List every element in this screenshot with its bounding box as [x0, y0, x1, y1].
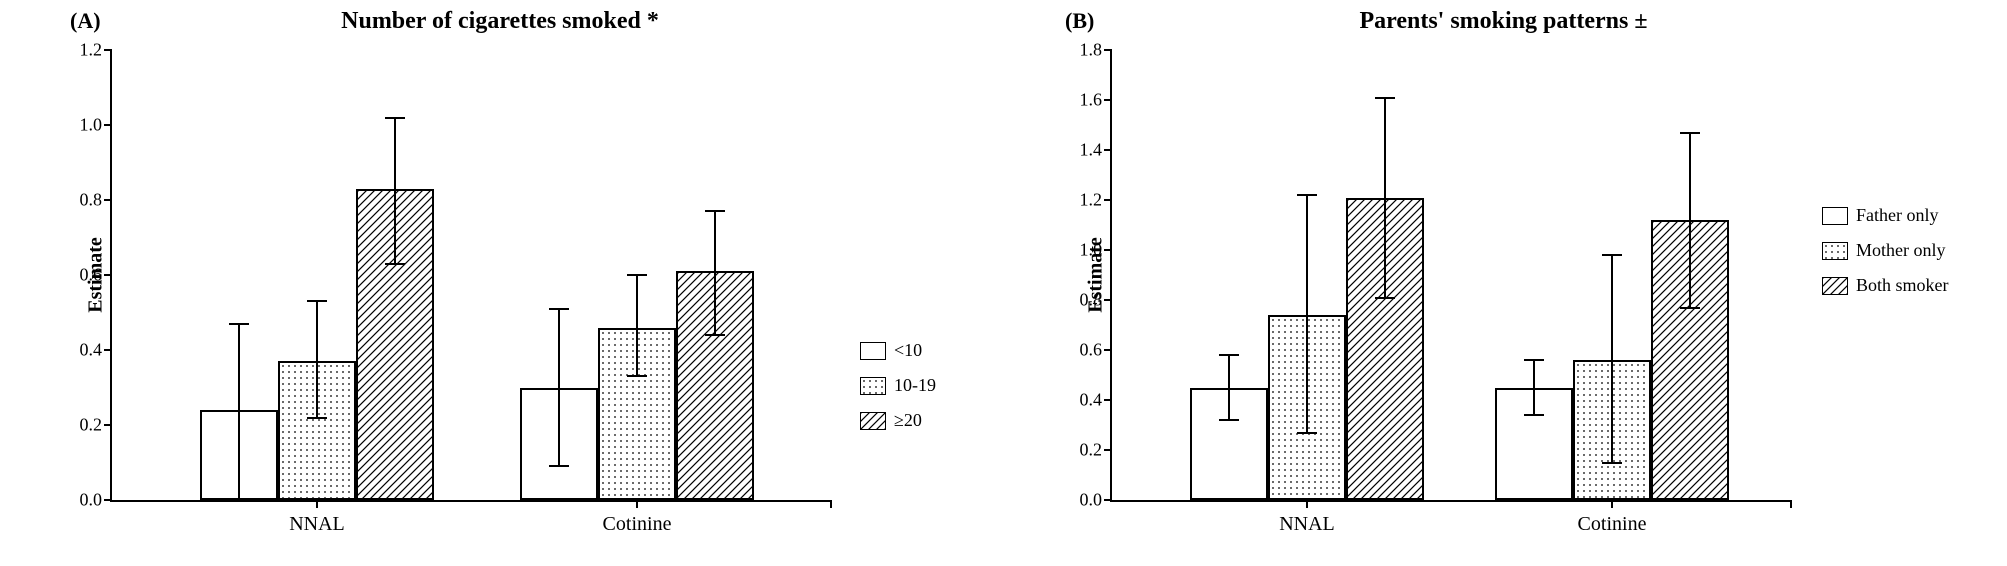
- error-cap: [549, 308, 569, 310]
- xtick-mark: [1790, 500, 1792, 508]
- ytick-label: 0.8: [80, 190, 113, 211]
- error-cap: [627, 375, 647, 377]
- xtick-mark: [1611, 500, 1613, 508]
- error-cap: [229, 323, 249, 325]
- error-bar: [1228, 355, 1230, 420]
- legend-item: <10: [860, 340, 936, 361]
- xgroup-label: Cotinine: [1578, 513, 1647, 536]
- legend-label: 10-19: [894, 375, 936, 396]
- ytick-label: 0.0: [80, 490, 113, 511]
- legend-item: Mother only: [1822, 240, 1949, 261]
- panel-a-title: Number of cigarettes smoked *: [341, 8, 659, 35]
- panel-b-label: (B): [1065, 8, 1094, 34]
- ytick-label: 0.8: [1080, 290, 1113, 311]
- xtick-mark: [830, 500, 832, 508]
- error-bar: [1306, 195, 1308, 433]
- legend-swatch: [1822, 277, 1848, 295]
- error-bar: [238, 324, 240, 500]
- ytick-label: 1.0: [80, 115, 113, 136]
- xgroup-label: NNAL: [289, 513, 345, 536]
- legend-item: Both smoker: [1822, 275, 1949, 296]
- panel-b-title: Parents' smoking patterns ±: [1359, 8, 1647, 35]
- error-bar: [636, 275, 638, 376]
- xgroup-label: NNAL: [1279, 513, 1335, 536]
- figure-wrap: (A) Number of cigarettes smoked * Estima…: [0, 0, 2007, 566]
- legend: <10 10-19 ≥20: [860, 340, 936, 431]
- error-cap: [1680, 307, 1700, 309]
- error-bar: [714, 211, 716, 335]
- xtick-mark: [1306, 500, 1308, 508]
- xtick-mark: [316, 500, 318, 508]
- error-bar: [316, 301, 318, 417]
- error-cap: [307, 300, 327, 302]
- panel-b-plot: Estimate 0.00.20.40.60.81.01.21.41.61.8N…: [1110, 50, 1792, 502]
- error-cap: [1680, 132, 1700, 134]
- panel-a: (A) Number of cigarettes smoked * Estima…: [0, 0, 1000, 566]
- error-cap: [1297, 432, 1317, 434]
- legend: Father only Mother only Both smoker: [1822, 205, 1949, 296]
- ytick-label: 0.2: [80, 415, 113, 436]
- error-cap: [627, 274, 647, 276]
- panel-a-plot: Estimate 0.00.20.40.60.81.01.2NNALCotini…: [110, 50, 832, 502]
- error-bar: [1384, 98, 1386, 298]
- error-cap: [549, 465, 569, 467]
- ytick-label: 0.6: [1080, 340, 1113, 361]
- error-cap: [385, 117, 405, 119]
- error-bar: [1689, 133, 1691, 308]
- error-cap: [1219, 354, 1239, 356]
- error-cap: [1602, 462, 1622, 464]
- error-bar: [394, 118, 396, 264]
- error-cap: [1602, 254, 1622, 256]
- legend-label: Father only: [1856, 205, 1939, 226]
- error-cap: [1524, 414, 1544, 416]
- legend-label: Mother only: [1856, 240, 1946, 261]
- legend-label: Both smoker: [1856, 275, 1949, 296]
- legend-item: 10-19: [860, 375, 936, 396]
- ytick-label: 0.0: [1080, 490, 1113, 511]
- panel-a-label: (A): [70, 8, 101, 34]
- error-cap: [1524, 359, 1544, 361]
- ytick-label: 0.4: [80, 340, 113, 361]
- ytick-label: 0.4: [1080, 390, 1113, 411]
- legend-item: Father only: [1822, 205, 1949, 226]
- xgroup-label: Cotinine: [603, 513, 672, 536]
- error-cap: [1375, 97, 1395, 99]
- error-cap: [705, 210, 725, 212]
- legend-label: <10: [894, 340, 922, 361]
- legend-swatch: [860, 342, 886, 360]
- ytick-label: 1.0: [1080, 240, 1113, 261]
- ytick-label: 1.4: [1080, 140, 1113, 161]
- error-bar: [1611, 255, 1613, 463]
- ytick-label: 1.2: [80, 40, 113, 61]
- error-bar: [558, 309, 560, 467]
- xtick-mark: [636, 500, 638, 508]
- error-bar: [1533, 360, 1535, 415]
- legend-swatch: [860, 412, 886, 430]
- ytick-label: 0.6: [80, 265, 113, 286]
- error-cap: [307, 417, 327, 419]
- legend-swatch: [860, 377, 886, 395]
- ytick-label: 0.2: [1080, 440, 1113, 461]
- ytick-label: 1.2: [1080, 190, 1113, 211]
- ytick-label: 1.8: [1080, 40, 1113, 61]
- error-cap: [1375, 297, 1395, 299]
- error-cap: [705, 334, 725, 336]
- ytick-label: 1.6: [1080, 90, 1113, 111]
- error-cap: [1297, 194, 1317, 196]
- error-cap: [1219, 419, 1239, 421]
- error-cap: [385, 263, 405, 265]
- legend-swatch: [1822, 207, 1848, 225]
- legend-label: ≥20: [894, 410, 922, 431]
- panel-b: (B) Parents' smoking patterns ± Estimate…: [1000, 0, 2007, 566]
- legend-swatch: [1822, 242, 1848, 260]
- legend-item: ≥20: [860, 410, 936, 431]
